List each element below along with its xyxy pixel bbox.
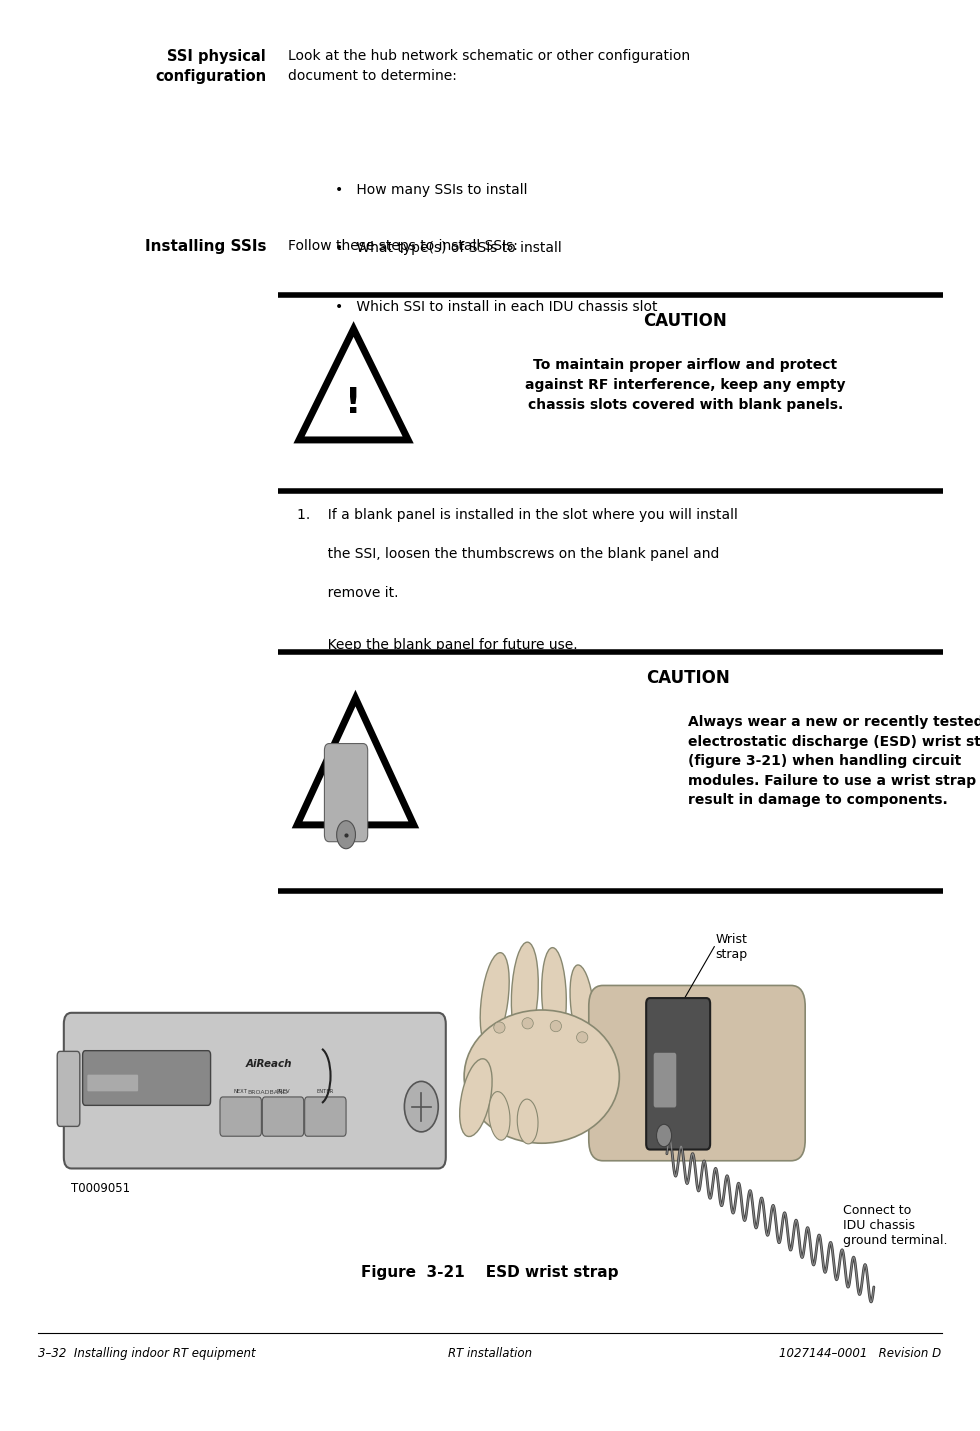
Circle shape <box>337 820 356 849</box>
FancyBboxPatch shape <box>589 986 806 1161</box>
Text: SSI physical
configuration: SSI physical configuration <box>155 50 267 83</box>
Text: T0009051: T0009051 <box>72 1182 130 1195</box>
Text: Keep the blank panel for future use.: Keep the blank panel for future use. <box>297 638 578 651</box>
FancyBboxPatch shape <box>305 1098 346 1136</box>
Text: the SSI, loosen the thumbscrews on the blank panel and: the SSI, loosen the thumbscrews on the b… <box>297 547 719 561</box>
Ellipse shape <box>576 1032 588 1043</box>
Ellipse shape <box>542 947 566 1043</box>
Text: CAUTION: CAUTION <box>646 670 730 687</box>
Text: NEXT: NEXT <box>234 1089 248 1095</box>
FancyBboxPatch shape <box>654 1053 676 1108</box>
FancyBboxPatch shape <box>220 1098 262 1136</box>
FancyBboxPatch shape <box>87 1075 138 1092</box>
Polygon shape <box>299 329 408 439</box>
Ellipse shape <box>494 1022 505 1033</box>
Ellipse shape <box>517 1099 538 1143</box>
Text: RT installation: RT installation <box>448 1347 532 1359</box>
Text: Installing SSIs: Installing SSIs <box>145 239 267 253</box>
Text: AiReach: AiReach <box>245 1059 292 1069</box>
Text: •   What type(s) of SSIs to install: • What type(s) of SSIs to install <box>335 242 562 256</box>
Ellipse shape <box>460 1059 492 1136</box>
FancyBboxPatch shape <box>82 1050 211 1105</box>
Text: 1027144–0001   Revision D: 1027144–0001 Revision D <box>779 1347 942 1359</box>
Ellipse shape <box>465 1010 619 1143</box>
Ellipse shape <box>512 942 538 1043</box>
Text: 3–32  Installing indoor RT equipment: 3–32 Installing indoor RT equipment <box>38 1347 256 1359</box>
Text: Look at the hub network schematic or other configuration
document to determine:: Look at the hub network schematic or oth… <box>288 50 690 83</box>
Text: PREV: PREV <box>276 1089 290 1095</box>
Ellipse shape <box>489 1092 510 1141</box>
FancyBboxPatch shape <box>646 997 710 1149</box>
Text: ENTER: ENTER <box>317 1089 334 1095</box>
Ellipse shape <box>522 1017 533 1029</box>
Text: Follow these steps to install SSIs:: Follow these steps to install SSIs: <box>288 239 517 253</box>
Text: Wrist
strap: Wrist strap <box>715 933 748 960</box>
Text: •   How many SSIs to install: • How many SSIs to install <box>335 183 527 196</box>
Ellipse shape <box>480 953 510 1046</box>
FancyBboxPatch shape <box>64 1013 446 1169</box>
FancyBboxPatch shape <box>263 1098 304 1136</box>
Text: •   Which SSI to install in each IDU chassis slot: • Which SSI to install in each IDU chass… <box>335 301 658 315</box>
Text: Connect to
IDU chassis
ground terminal.: Connect to IDU chassis ground terminal. <box>843 1203 948 1246</box>
Text: remove it.: remove it. <box>297 587 399 601</box>
Ellipse shape <box>550 1020 562 1032</box>
Text: Always wear a new or recently tested
electrostatic discharge (ESD) wrist strap
(: Always wear a new or recently tested ele… <box>688 716 980 807</box>
Ellipse shape <box>570 964 594 1047</box>
Text: CAUTION: CAUTION <box>643 312 727 329</box>
Text: 1.    If a blank panel is installed in the slot where you will install: 1. If a blank panel is installed in the … <box>297 508 738 522</box>
Text: Figure  3-21    ESD wrist strap: Figure 3-21 ESD wrist strap <box>362 1265 618 1281</box>
Circle shape <box>657 1125 671 1146</box>
FancyBboxPatch shape <box>57 1052 79 1126</box>
Text: BROADBAND: BROADBAND <box>247 1090 288 1095</box>
FancyBboxPatch shape <box>324 744 368 841</box>
Polygon shape <box>297 698 414 824</box>
Text: To maintain proper airflow and protect
against RF interference, keep any empty
c: To maintain proper airflow and protect a… <box>525 358 846 412</box>
Circle shape <box>405 1082 438 1132</box>
Text: !: ! <box>345 386 362 419</box>
